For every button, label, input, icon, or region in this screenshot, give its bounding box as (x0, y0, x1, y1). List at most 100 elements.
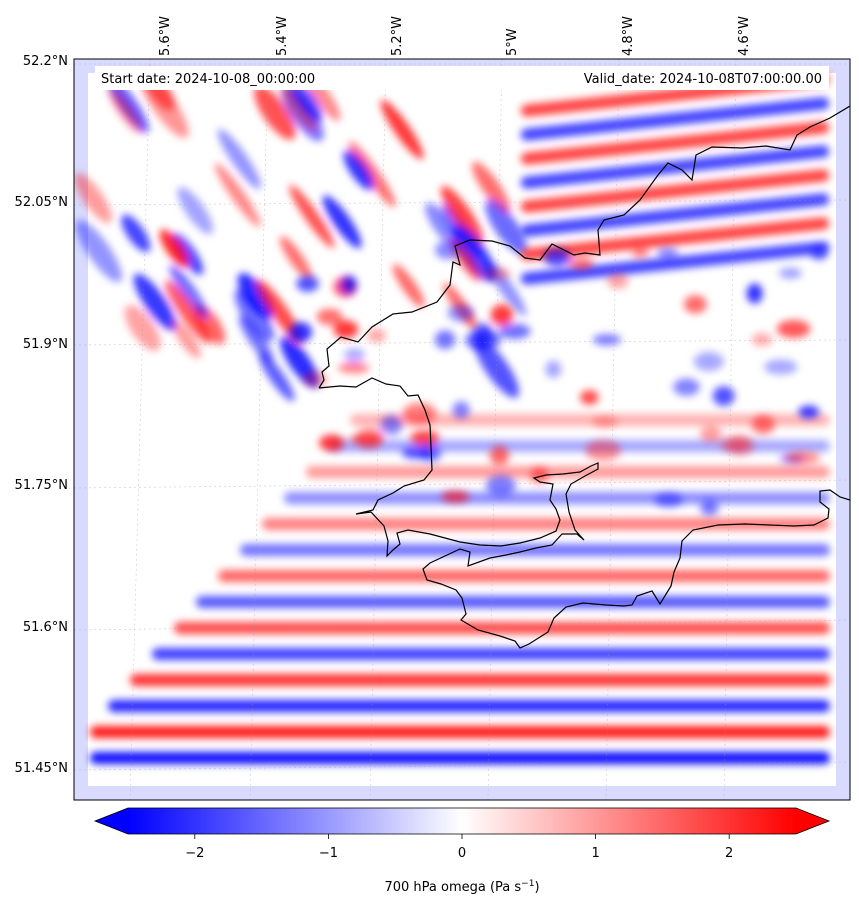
field-streak (279, 236, 313, 281)
coastline (318, 105, 850, 649)
field-streak (343, 150, 374, 191)
colorbar-ticks: −2 −1 0 1 2 (185, 834, 733, 861)
field-band (520, 217, 830, 261)
field-cell (798, 405, 820, 419)
field-cell (764, 359, 798, 375)
field-streak (254, 85, 296, 140)
field-cell (344, 347, 365, 363)
field-cell (340, 275, 357, 295)
field-cell (410, 430, 440, 446)
field-cell (545, 360, 562, 378)
field-cell (568, 257, 594, 270)
field-streak (108, 87, 142, 134)
field-band (284, 492, 830, 504)
field-cell (355, 427, 384, 450)
field-streak (159, 229, 189, 268)
colorbar-tick-label: −2 (185, 846, 204, 861)
field-cell (447, 304, 474, 322)
lon-label: 5.2°W (390, 16, 405, 56)
gridlines (74, 59, 850, 800)
start-date-label: Start date: 2024-10-08_00:00:00 (101, 72, 315, 87)
colorbar-tick-label: −1 (319, 846, 338, 861)
field-cell (592, 334, 622, 346)
colorbar-tick-label: 1 (591, 846, 599, 861)
field-streak (133, 273, 177, 331)
field-cell (452, 401, 470, 419)
field-band (90, 726, 830, 738)
field-cell (811, 247, 828, 261)
longitude-labels: 5.6°W 5.4°W 5.2°W 5°W 4.8°W 4.6°W (158, 16, 752, 56)
field-band (240, 544, 830, 556)
field-cell (785, 451, 820, 465)
field-cell (380, 415, 403, 436)
lat-label: 51.45°N (15, 761, 68, 776)
omega-field (74, 59, 850, 800)
field-cell (776, 319, 811, 338)
map-panel (73, 58, 851, 801)
field-cell (673, 378, 700, 396)
field-cell (441, 490, 470, 503)
field-cell (367, 328, 386, 343)
field-cell (585, 440, 621, 461)
field-streak (289, 184, 335, 248)
field-band (328, 440, 830, 452)
field-cell (700, 499, 719, 516)
field-streak (278, 80, 317, 132)
field-streak (485, 199, 527, 255)
field-streak (452, 225, 496, 282)
colorbar-outline (93, 807, 831, 835)
field-streak (348, 141, 396, 208)
colorbar-tick-label: 0 (458, 846, 466, 861)
field-cell (333, 320, 359, 339)
field-streak (214, 163, 261, 227)
lat-label: 51.75°N (15, 478, 68, 493)
field-cell (746, 283, 763, 304)
field-cell (485, 475, 516, 496)
field-band (174, 622, 830, 634)
field-cell (402, 402, 437, 424)
field-band (262, 518, 830, 530)
field-streak (425, 202, 460, 248)
field-streak (258, 352, 295, 402)
field-cell (318, 434, 345, 452)
field-cell (289, 322, 313, 343)
field-cell (693, 351, 724, 372)
field-cell (543, 248, 571, 267)
field-streak (75, 220, 122, 283)
field-cell (484, 267, 511, 280)
field-cell (751, 333, 773, 347)
field-band (350, 414, 830, 426)
field-streak (169, 265, 208, 319)
field-band (520, 121, 830, 165)
field-streak (172, 320, 201, 359)
lat-label: 52.05°N (15, 195, 68, 210)
field-cell (498, 323, 531, 339)
field-cell (296, 275, 319, 292)
field-cell (778, 267, 802, 279)
field-streak (392, 264, 425, 308)
field-cell (489, 445, 510, 466)
field-cell (683, 295, 707, 314)
field-streak (237, 273, 273, 319)
field-streak (74, 172, 112, 224)
field-cell (607, 273, 629, 289)
field-cell (700, 425, 722, 443)
lat-label: 52.2°N (23, 54, 68, 69)
lon-label: 5.4°W (275, 16, 290, 56)
field-cell (402, 446, 432, 460)
field-cell (316, 308, 343, 325)
colorbar-extend-min (95, 808, 128, 834)
field-cell (632, 245, 649, 259)
lon-label: 4.6°W (737, 16, 752, 56)
field-cell (338, 362, 370, 374)
colorbar-extend-max (796, 808, 829, 834)
field-streak (380, 99, 424, 160)
field-band (218, 570, 830, 582)
field-streak (164, 280, 211, 344)
field-band (520, 97, 830, 141)
field-band (520, 241, 830, 285)
field-streak (440, 185, 484, 244)
field-streak (472, 161, 511, 214)
field-cell (465, 330, 501, 351)
